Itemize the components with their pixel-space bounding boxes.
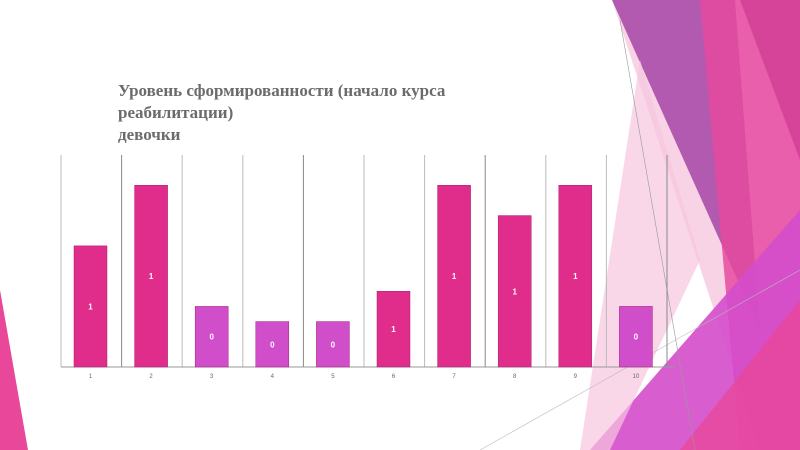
bar-10 [619,306,653,368]
bar-1 [73,245,108,368]
bar-8 [497,215,532,368]
x-tick-label: 3 [210,374,214,380]
bar-6 [376,291,411,368]
bar-3 [194,306,229,368]
x-tick-label: 4 [271,374,275,380]
x-tick-label: 9 [574,374,578,380]
data-label: 1 [452,272,457,281]
x-tick-label: 6 [392,374,396,380]
data-label: 1 [88,302,93,311]
data-label: 1 [149,272,154,281]
data-label: 1 [512,287,517,296]
x-tick-label: 2 [149,374,153,380]
chart-title: Уровень сформированности (начало курса р… [118,81,446,144]
data-label: 0 [634,333,639,342]
data-label: 0 [270,340,275,349]
data-label: 1 [573,272,578,281]
data-label: 1 [391,325,396,334]
bar-7 [437,185,471,368]
data-label: 0 [209,333,214,342]
x-tick-label: 5 [331,374,335,380]
bar-9 [558,185,593,368]
x-tick-label: 1 [89,374,93,380]
x-tick-label: 8 [513,374,517,380]
x-tick-label: 7 [452,374,456,380]
x-tick-label: 10 [633,374,640,380]
bar-4 [255,321,290,368]
bar-5 [316,321,350,368]
data-label: 0 [331,340,336,349]
bar-2 [134,185,168,368]
